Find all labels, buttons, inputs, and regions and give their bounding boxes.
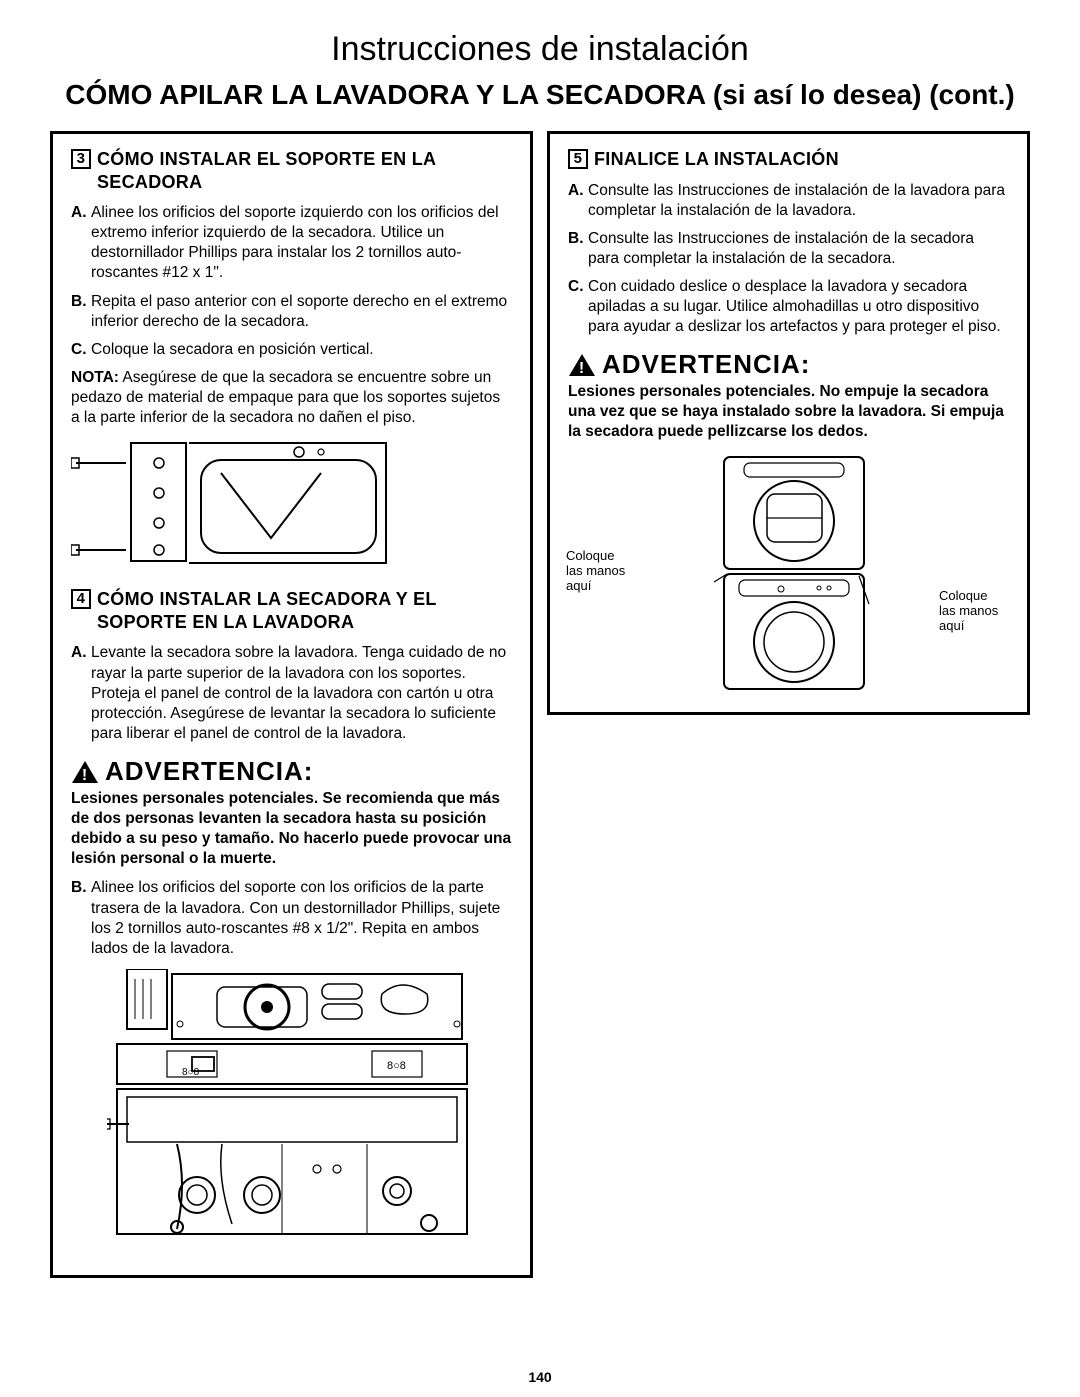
warning2-title: ADVERTENCIA: <box>602 349 810 380</box>
svg-text:!: ! <box>579 360 585 377</box>
warning-icon: ! <box>568 353 596 377</box>
section4-list: A.Levante la secadora sobre la lavadora.… <box>71 643 512 744</box>
section4-text-a: Levante la secadora sobre la lavadora. T… <box>91 643 512 744</box>
section4b-item-b: B.Alinee los orificios del soporte con l… <box>71 878 512 959</box>
note-text: Asegúrese de que la secadora se encuentr… <box>71 369 500 426</box>
warning2-body: Lesiones personales potenciales. No empu… <box>568 382 1009 441</box>
warning1-title: ADVERTENCIA: <box>105 756 313 787</box>
label-b: B. <box>71 292 91 332</box>
section3-heading: 3 CÓMO INSTALAR EL SOPORTE EN LA SECADOR… <box>71 148 512 193</box>
section5-heading: 5 FINALICE LA INSTALACIÓN <box>568 148 1009 171</box>
label-a: A. <box>568 181 588 221</box>
label-a: A. <box>71 643 91 744</box>
section5-text-b: Consulte las Instrucciones de instalació… <box>588 229 1009 269</box>
section3-text-b: Repita el paso anterior con el soporte d… <box>91 292 512 332</box>
section5-text-a: Consulte las Instrucciones de instalació… <box>588 181 1009 221</box>
figure-washer-rear: 8○8 8○8 <box>71 969 512 1239</box>
section3-item-a: A.Alinee los orificios del soporte izqui… <box>71 203 512 284</box>
right-column: 5 FINALICE LA INSTALACIÓN A.Consulte las… <box>547 131 1030 715</box>
label-b: B. <box>71 878 91 959</box>
section3-note: NOTA: Asegúrese de que la secadora se en… <box>71 368 512 428</box>
section5-item-c: C.Con cuidado deslice o desplace la lava… <box>568 277 1009 337</box>
section5-text-c: Con cuidado deslice o desplace la lavado… <box>588 277 1009 337</box>
section3-list: A.Alinee los orificios del soporte izqui… <box>71 203 512 360</box>
svg-text:!: ! <box>82 767 88 784</box>
page-title: Instrucciones de instalación <box>50 30 1030 69</box>
svg-text:8○8: 8○8 <box>182 1067 200 1078</box>
stack-label-right: Coloque las manos aquí <box>939 589 999 634</box>
section3-text-c: Coloque la secadora en posición vertical… <box>91 340 374 360</box>
section5-item-a: A.Consulte las Instrucciones de instalac… <box>568 181 1009 221</box>
section4b-list: B.Alinee los orificios del soporte con l… <box>71 878 512 959</box>
note-label: NOTA: <box>71 369 119 386</box>
section3-text-a: Alinee los orificios del soporte izquier… <box>91 203 512 284</box>
content-columns: 3 CÓMO INSTALAR EL SOPORTE EN LA SECADOR… <box>50 131 1030 1278</box>
label-a: A. <box>71 203 91 284</box>
section3-item-b: B.Repita el paso anterior con el soporte… <box>71 292 512 332</box>
label-c: C. <box>71 340 91 360</box>
section5-item-b: B.Consulte las Instrucciones de instalac… <box>568 229 1009 269</box>
section4-heading: 4 CÓMO INSTALAR LA SECADORA Y EL SOPORTE… <box>71 588 512 633</box>
label-c: C. <box>568 277 588 337</box>
warning1-body: Lesiones personales potenciales. Se reco… <box>71 789 512 868</box>
page-subtitle: CÓMO APILAR LA LAVADORA Y LA SECADORA (s… <box>50 79 1030 111</box>
left-column: 3 CÓMO INSTALAR EL SOPORTE EN LA SECADOR… <box>50 131 533 1278</box>
figure-bracket-dryer <box>71 438 512 568</box>
warning2-heading: ! ADVERTENCIA: <box>568 349 1009 380</box>
section3-title: CÓMO INSTALAR EL SOPORTE EN LA SECADORA <box>97 148 512 193</box>
figure-stacked-units: Coloque las manos aquí Coloque las manos… <box>568 454 1009 694</box>
svg-text:8○8: 8○8 <box>387 1060 406 1072</box>
step-number-3: 3 <box>71 149 91 169</box>
section4-title: CÓMO INSTALAR LA SECADORA Y EL SOPORTE E… <box>97 588 512 633</box>
section4-item-a: A.Levante la secadora sobre la lavadora.… <box>71 643 512 744</box>
label-b: B. <box>568 229 588 269</box>
page-number: 140 <box>0 1369 1080 1385</box>
section4b-text-b: Alinee los orificios del soporte con los… <box>91 878 512 959</box>
stack-label-left: Coloque las manos aquí <box>566 549 626 594</box>
step-number-5: 5 <box>568 149 588 169</box>
warning1-heading: ! ADVERTENCIA: <box>71 756 512 787</box>
section5-title: FINALICE LA INSTALACIÓN <box>594 148 839 171</box>
section3-item-c: C.Coloque la secadora en posición vertic… <box>71 340 512 360</box>
section5-list: A.Consulte las Instrucciones de instalac… <box>568 181 1009 338</box>
step-number-4: 4 <box>71 589 91 609</box>
warning-icon: ! <box>71 760 99 784</box>
